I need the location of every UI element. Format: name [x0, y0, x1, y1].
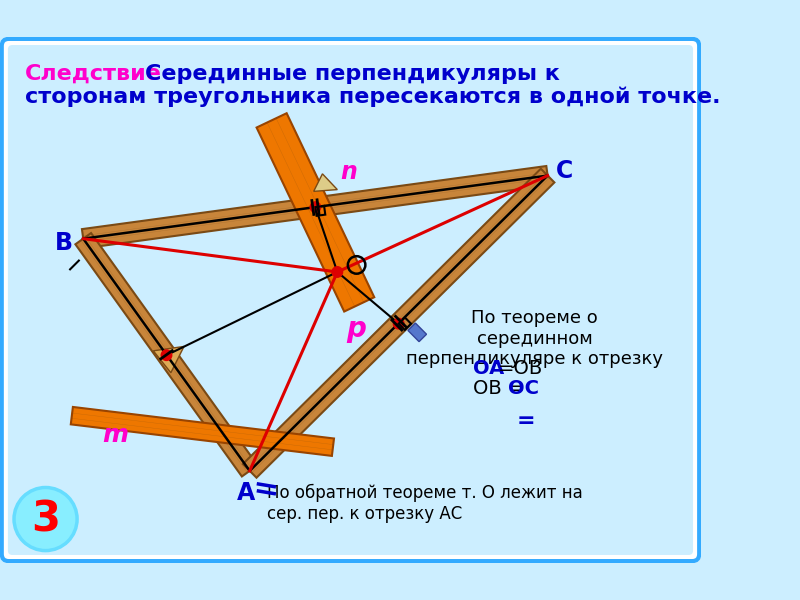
Text: По теореме о
серединном
перпендикуляре к отрезку: По теореме о серединном перпендикуляре к…: [406, 309, 663, 368]
Text: OB =: OB =: [473, 379, 525, 398]
Text: Следствие: Следствие: [25, 64, 162, 84]
Text: p: p: [346, 315, 366, 343]
Text: =: =: [516, 411, 535, 431]
Text: Серединные перпендикуляры к: Серединные перпендикуляры к: [145, 64, 559, 84]
Polygon shape: [75, 233, 258, 476]
Circle shape: [332, 267, 342, 277]
Text: По обратной теореме т. О лежит на
сер. пер. к отрезку АС: По обратной теореме т. О лежит на сер. п…: [267, 484, 583, 523]
Text: A: A: [237, 481, 255, 505]
Polygon shape: [243, 169, 554, 478]
Text: сторонам треугольника пересекаются в одной точке.: сторонам треугольника пересекаются в одн…: [25, 86, 720, 107]
Polygon shape: [70, 407, 334, 456]
Polygon shape: [82, 166, 549, 248]
Polygon shape: [154, 346, 184, 373]
Text: OC: OC: [508, 379, 539, 398]
Circle shape: [14, 488, 77, 551]
Polygon shape: [257, 113, 374, 311]
Text: m: m: [102, 423, 129, 447]
Polygon shape: [314, 174, 338, 191]
FancyBboxPatch shape: [8, 45, 693, 555]
Circle shape: [162, 350, 172, 361]
Text: C: C: [556, 159, 574, 183]
Text: n: n: [340, 160, 357, 184]
Text: =OB: =OB: [498, 359, 543, 379]
Text: OA: OA: [473, 359, 504, 379]
Circle shape: [394, 319, 404, 329]
Circle shape: [310, 202, 321, 212]
Text: B: B: [55, 231, 73, 255]
Text: 3: 3: [31, 498, 60, 540]
FancyBboxPatch shape: [2, 39, 699, 561]
Bar: [408, 323, 426, 341]
